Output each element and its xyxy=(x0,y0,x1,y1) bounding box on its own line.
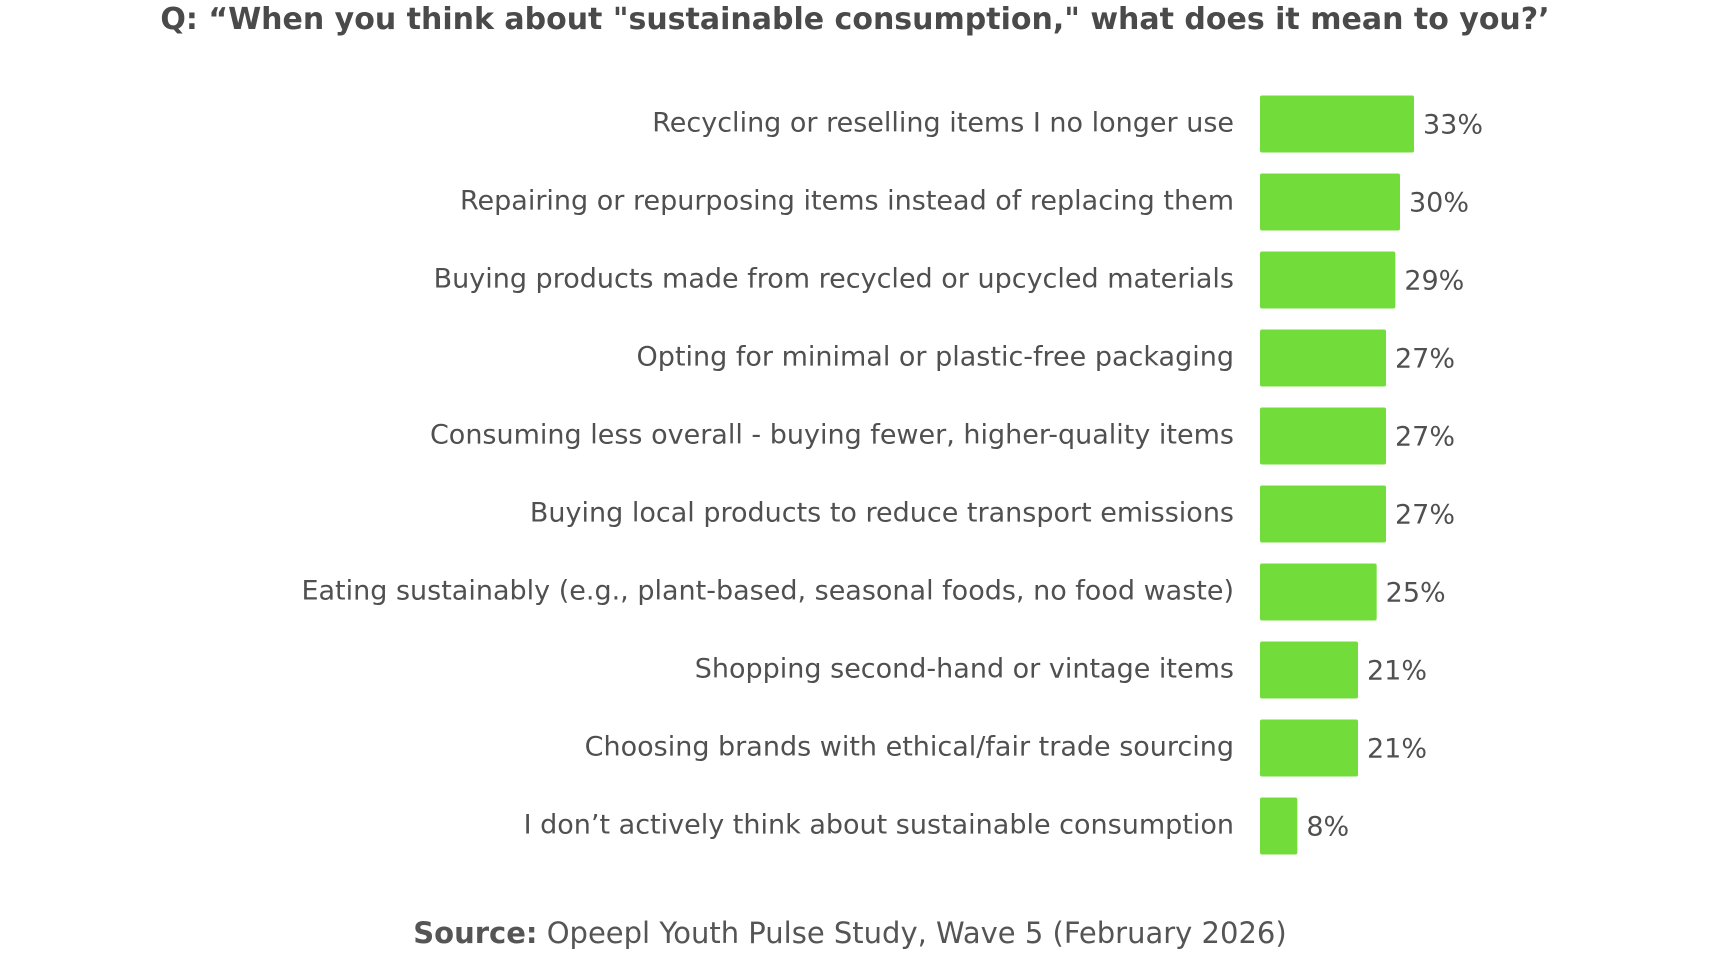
bar xyxy=(1260,485,1386,543)
category-label: Consuming less overall - buying fewer, h… xyxy=(430,420,1234,451)
data-label: 29% xyxy=(1404,266,1464,297)
source-text: Opeepl Youth Pulse Study, Wave 5 (Februa… xyxy=(537,916,1287,950)
source-line: Source: Opeepl Youth Pulse Study, Wave 5… xyxy=(0,916,1700,950)
category-label: Eating sustainably (e.g., plant-based, s… xyxy=(301,576,1234,607)
category-label: Recycling or reselling items I no longer… xyxy=(652,108,1234,139)
category-label: I don’t actively think about sustainable… xyxy=(524,810,1234,841)
chart-title: Q: “When you think about "sustainable co… xyxy=(160,2,1550,37)
source-label: Source: xyxy=(413,916,538,950)
category-label: Choosing brands with ethical/fair trade … xyxy=(585,732,1234,763)
data-label: 33% xyxy=(1423,110,1483,141)
bar xyxy=(1260,641,1358,699)
bar xyxy=(1260,719,1358,777)
data-label: 30% xyxy=(1409,188,1469,219)
category-label: Opting for minimal or plastic-free packa… xyxy=(637,342,1234,373)
data-label: 21% xyxy=(1367,734,1427,765)
data-label: 21% xyxy=(1367,656,1427,687)
category-label: Buying local products to reduce transpor… xyxy=(530,498,1234,529)
data-label: 27% xyxy=(1395,422,1455,453)
category-label: Shopping second-hand or vintage items xyxy=(695,654,1234,685)
bar xyxy=(1260,173,1400,231)
category-label: Buying products made from recycled or up… xyxy=(434,264,1234,295)
data-label: 27% xyxy=(1395,500,1455,531)
bar xyxy=(1260,329,1386,387)
category-label: Repairing or repurposing items instead o… xyxy=(460,186,1234,217)
bar xyxy=(1260,563,1377,621)
data-label: 27% xyxy=(1395,344,1455,375)
bar xyxy=(1260,797,1298,855)
data-label: 8% xyxy=(1306,812,1349,843)
bar xyxy=(1260,407,1386,465)
bar xyxy=(1260,95,1414,153)
bar xyxy=(1260,251,1396,309)
data-label: 25% xyxy=(1386,578,1446,609)
